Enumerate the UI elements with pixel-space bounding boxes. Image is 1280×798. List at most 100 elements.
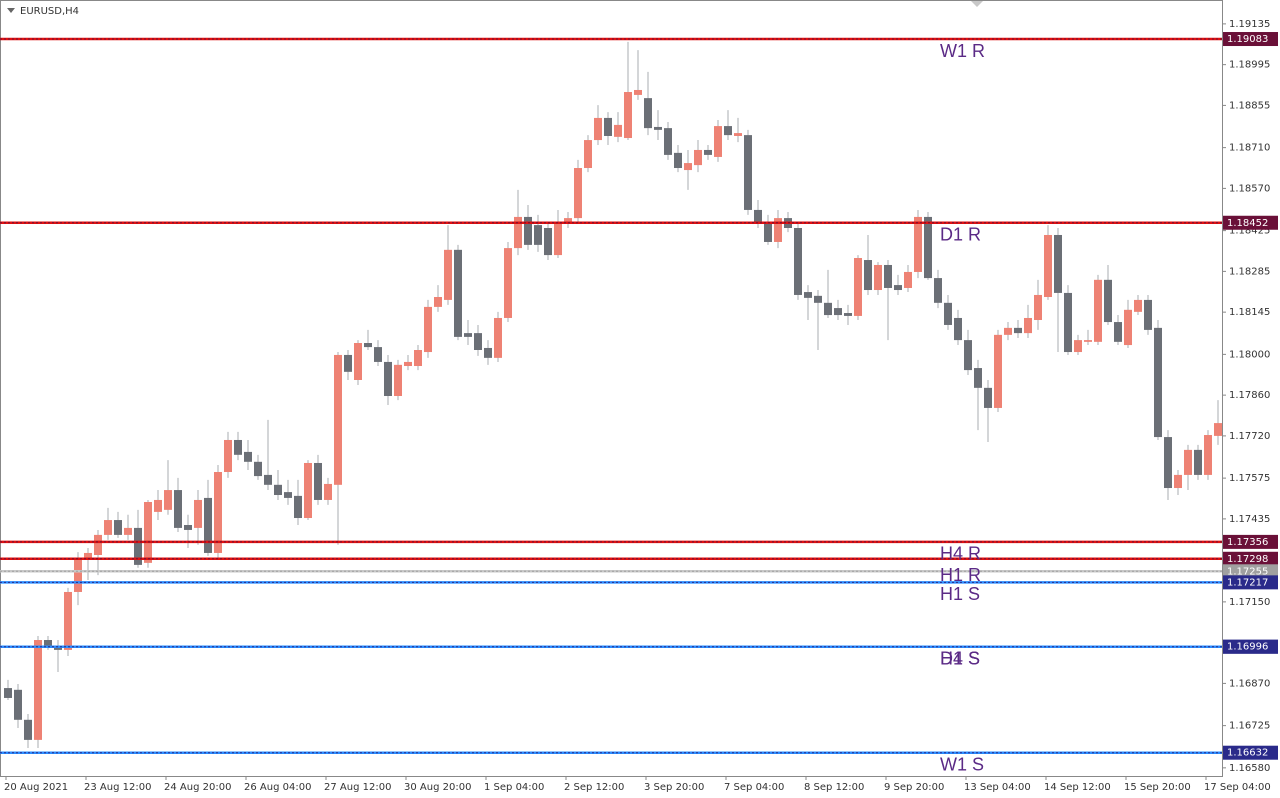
y-tick-label: 1.18000 <box>1229 349 1270 360</box>
candle-body <box>104 520 112 535</box>
candle-body <box>274 484 282 496</box>
x-tick-label: 8 Sep 12:00 <box>804 782 864 793</box>
candle-body <box>584 140 592 169</box>
price-label: 1.18452 <box>1227 218 1268 229</box>
price-label-box <box>1223 534 1278 549</box>
candle-body <box>1094 279 1102 342</box>
price-label: 1.17217 <box>1227 577 1268 588</box>
candle-body <box>534 225 542 245</box>
candle-body <box>314 462 322 500</box>
candle-body <box>264 474 272 485</box>
candle-body <box>1184 449 1192 475</box>
candle-body <box>1014 327 1022 334</box>
level-name: H1 S <box>940 584 980 604</box>
candle-body <box>514 216 522 249</box>
price-label: 1.16996 <box>1227 642 1268 653</box>
y-tick-label: 1.18995 <box>1229 60 1270 71</box>
candle-body <box>1194 449 1202 475</box>
y-tick-label: 1.17720 <box>1229 431 1270 442</box>
candle-body <box>134 527 142 565</box>
candle-body <box>1074 340 1082 353</box>
candle-body <box>954 317 962 341</box>
candle-body <box>244 451 252 462</box>
y-tick-label: 1.16870 <box>1229 678 1270 689</box>
candle-body <box>414 350 422 367</box>
candle-body <box>194 499 202 528</box>
candle-body <box>424 306 432 353</box>
price-label: 1.16632 <box>1227 748 1268 759</box>
candle-body <box>674 152 682 169</box>
candle-body <box>994 334 1002 408</box>
x-tick-label: 7 Sep 04:00 <box>724 782 784 793</box>
y-tick-label: 1.16580 <box>1229 763 1270 774</box>
candle-body <box>914 216 922 272</box>
candle-body <box>454 249 462 337</box>
candle-body <box>844 313 852 316</box>
candle-body <box>614 124 622 137</box>
candle-body <box>754 209 762 222</box>
candle-body <box>1084 340 1092 342</box>
candle-body <box>174 490 182 528</box>
price-label-box <box>1223 575 1278 590</box>
candle-body <box>604 117 612 136</box>
candle-body <box>654 126 662 130</box>
level-name: D1 S <box>940 648 980 668</box>
candle-body <box>324 483 332 500</box>
candle-body <box>464 333 472 337</box>
price-label: 1.17255 <box>1227 566 1268 577</box>
x-tick-label: 13 Sep 04:00 <box>964 782 1031 793</box>
level-name: W1 R <box>940 41 985 61</box>
candle-body <box>114 520 122 535</box>
level-name: W1 S <box>940 754 984 774</box>
candle-body <box>1144 299 1152 330</box>
candle-body <box>214 472 222 553</box>
candle-body <box>864 260 872 291</box>
candle-body <box>354 343 362 380</box>
candle-body <box>874 264 882 291</box>
candle-body <box>144 501 152 563</box>
candle-body <box>934 278 942 303</box>
price-label-box <box>1223 745 1278 760</box>
candle-body <box>834 308 842 316</box>
candle-body <box>364 343 372 348</box>
candle-body <box>154 499 162 512</box>
candle-body <box>184 525 192 530</box>
candle-body <box>84 552 92 560</box>
candle-body <box>824 302 832 316</box>
candle-body <box>1134 299 1142 312</box>
x-tick-label: 20 Aug 2021 <box>4 782 68 793</box>
candle-body <box>1024 317 1032 334</box>
candle-body <box>94 534 102 555</box>
x-tick-label: 14 Sep 12:00 <box>1044 782 1111 793</box>
candle-body <box>564 218 572 224</box>
candle-body <box>124 527 132 535</box>
candle-body <box>444 249 452 300</box>
candle-body <box>224 439 232 473</box>
candle-body <box>1004 327 1012 335</box>
x-tick-label: 26 Aug 04:00 <box>244 782 311 793</box>
candle-body <box>1164 437 1172 489</box>
candle-body <box>944 302 952 325</box>
x-tick-label: 27 Aug 12:00 <box>324 782 391 793</box>
candle-body <box>434 297 442 307</box>
price-label: 1.19083 <box>1227 34 1268 45</box>
candle-body <box>234 439 242 455</box>
candle-body <box>1064 292 1072 353</box>
candle-body <box>554 223 562 256</box>
x-tick-label: 15 Sep 20:00 <box>1124 782 1191 793</box>
candle-body <box>694 149 702 166</box>
candle-body <box>894 285 902 291</box>
candle-body <box>474 333 482 351</box>
candle-body <box>14 689 22 720</box>
candle-body <box>1044 234 1052 298</box>
y-tick-label: 1.18145 <box>1229 307 1270 318</box>
candle-body <box>34 640 42 740</box>
candle-body <box>1034 294 1042 321</box>
level-name: H4 S <box>940 648 980 668</box>
x-tick-label: 17 Sep 04:00 <box>1204 782 1271 793</box>
candle-body <box>284 492 292 498</box>
candle-body <box>74 559 82 592</box>
menu-arrow[interactable] <box>7 8 15 13</box>
candle-body <box>794 227 802 295</box>
